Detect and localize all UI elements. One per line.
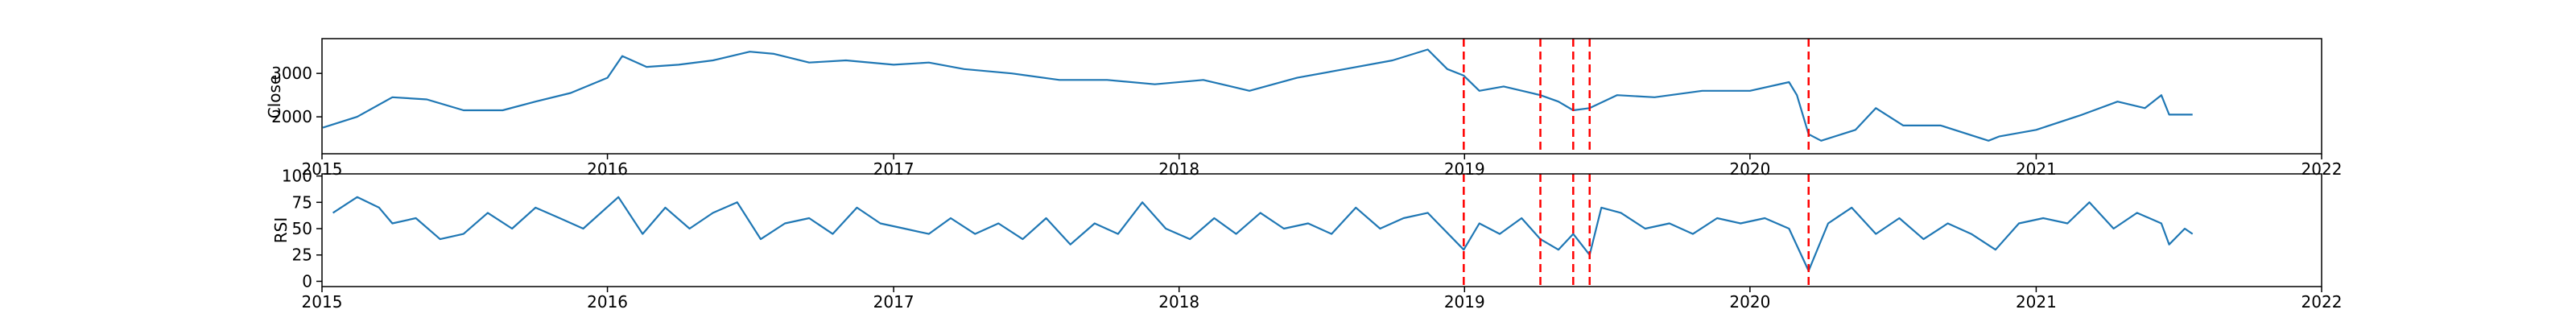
rsi-y-tick-label: 0: [302, 271, 312, 291]
close-series-line: [322, 48, 2193, 142]
rsi-chart: 2015 2016 2017 2018 2019 2020 2021 2022 0 25 50 75 1…: [271, 167, 2342, 312]
rsi-y-tick-label: 25: [292, 246, 312, 265]
rsi-plot-frame: [321, 173, 2322, 287]
rsi-x-tick-label: 2020: [1729, 292, 1770, 312]
rsi-x-tick-label: 2016: [587, 292, 628, 312]
rsi-plot-group: 2015 2016 2017 2018 2019 2020 2021 2022 0 25 50 75 1…: [282, 167, 2343, 312]
rsi-y-tick-label: 75: [292, 192, 312, 212]
close-plot-frame: [321, 38, 2322, 155]
close-x-tick-label: 2021: [2016, 159, 2057, 179]
close-x-tick-label: 2016: [587, 159, 628, 179]
close-x-tick-label: 2020: [1729, 159, 1770, 179]
rsi-x-tick-label: 2018: [1158, 292, 1199, 312]
rsi-x-tick-label: 2015: [302, 292, 343, 312]
rsi-x-tick-label: 2021: [2016, 292, 2057, 312]
rsi-series-line: [332, 196, 2194, 272]
close-y-tick-label: 3000: [271, 64, 312, 83]
rsi-ylabel: RSI: [271, 217, 291, 244]
close-x-tick-label: 2018: [1158, 159, 1199, 179]
rsi-y-tick-label: 100: [282, 167, 312, 186]
rsi-x-tick-label: 2019: [1444, 292, 1485, 312]
close-y-tick-label: 2000: [271, 107, 312, 126]
close-ylabel: Close: [265, 75, 284, 118]
rsi-x-tick-label: 2022: [2301, 292, 2343, 312]
rsi-x-tick-label: 2017: [873, 292, 914, 312]
close-chart: 2015 2016 2017 2018 2019 2020 2021 202220003000…: [265, 38, 2342, 179]
rsi-y-tick-label: 50: [292, 219, 312, 238]
close-x-tick-label: 2017: [873, 159, 914, 179]
